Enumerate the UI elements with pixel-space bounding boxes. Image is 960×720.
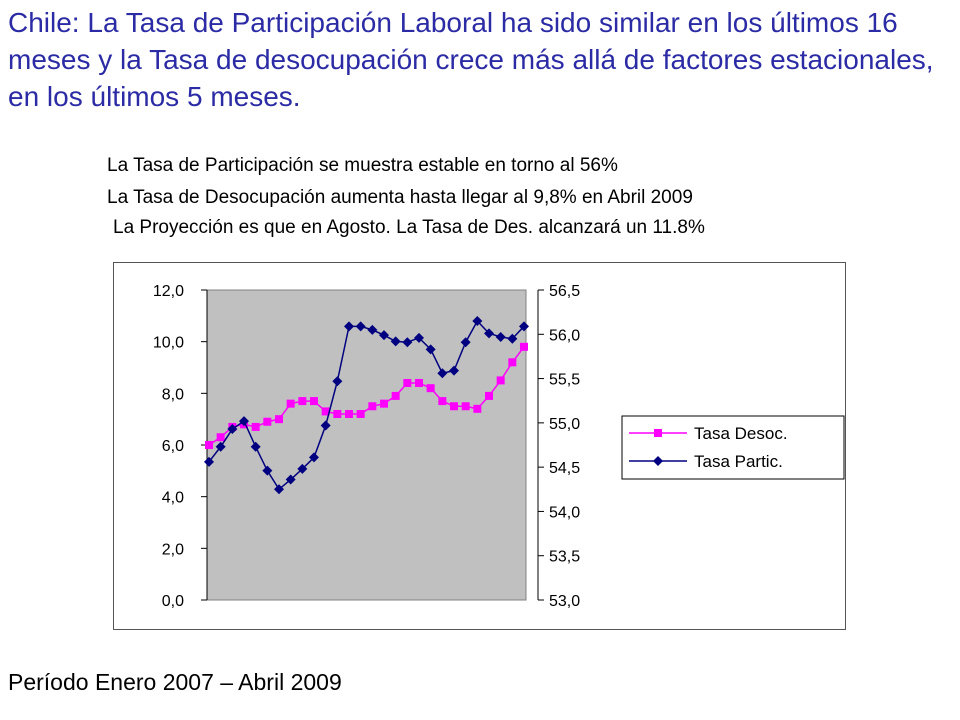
legend-marker-0 [654,429,662,437]
series-0-point [391,391,400,400]
series-0-point [380,399,388,408]
bullet-projection: La Proyección es que en Agosto. La Tasa … [113,217,705,238]
series-0-point [298,397,307,406]
series-1-point [204,456,214,467]
series-1-point [332,376,343,387]
series-1-point [274,484,284,495]
series-1-point [402,337,413,348]
series-0-point [310,397,318,406]
series-0-point [496,376,505,385]
left-tick-label: 12,0 [153,283,184,300]
series-0-point [473,404,482,413]
legend-box [621,415,845,480]
left-tick-label: 2,0 [162,541,184,558]
series-line-1 [208,319,525,491]
series-1-point [285,474,296,485]
right-tick-label: 55,5 [549,372,580,389]
plot-area [206,289,527,601]
series-0-point [368,402,377,411]
series-1-point [367,324,378,335]
headline: Chile: La Tasa de Participación Laboral … [8,7,934,112]
left-tick-label: 0,0 [162,593,184,610]
left-tick-label: 10,0 [153,335,184,352]
series-1-point [437,368,448,379]
left-tick-label: 6,0 [162,438,184,455]
series-1-point [215,441,226,452]
series-1-point [519,321,529,332]
left-tick-label: 8,0 [162,386,184,403]
period-footer: Período Enero 2007 – Abril 2009 [8,669,342,695]
series-1-point [414,332,424,343]
series-1-point [449,365,459,376]
series-1-point [507,333,518,344]
series-1-point [262,465,273,476]
series-1-point [495,331,506,342]
right-tick-label: 53,5 [549,549,580,566]
series-0-point [205,441,213,449]
right-tick-label: 55,0 [549,416,580,433]
series-0-point [333,410,342,418]
chart-frame: 0,0 2,0 4,0 6,0 8,0 10,0 12,0 53,0 53,5 54,0 54,5 5… [113,262,846,630]
series-0-point [415,379,423,387]
series-0-point [403,379,412,387]
series-0-point [356,410,365,418]
series-1-point [355,321,366,332]
series-1-point [320,420,331,431]
series-0-point [321,407,330,416]
series-0-point [520,342,528,351]
series-0-point [426,384,435,393]
series-0-point [275,415,283,424]
series-0-point [438,397,447,406]
series-0-point [216,433,225,442]
series-1-point [425,344,436,355]
series-0-point [286,399,295,408]
series-0-point [485,391,493,400]
series-1-point [239,416,249,427]
left-tick-label: 4,0 [162,490,184,507]
series-1-point [390,336,401,347]
series-0-point [450,402,458,411]
bullet-unemployment: La Tasa de Desocupación aumenta hasta ll… [107,187,693,208]
series-0-point [263,417,272,426]
series-1-point [250,441,261,452]
right-tick-label: 56,5 [549,283,580,300]
right-tick-label: 53,0 [549,593,580,610]
series-0-point [251,422,260,431]
series-1-point [460,337,471,348]
series-0-point [461,402,470,411]
dual-axis-line-chart: 0,0 2,0 4,0 6,0 8,0 10,0 12,0 53,0 53,5 54,0 54,5 5… [153,283,845,610]
series-1-point [227,424,238,435]
right-tick-label: 54,5 [549,460,580,477]
series-1-point [484,328,494,339]
series-1-point [472,316,483,326]
series-1-point [297,463,308,474]
series-line-0 [208,346,525,446]
legend-label-0: Tasa Desoc. [694,424,788,443]
series-0-point [345,410,353,418]
series-0-point [508,358,517,367]
series-1-point [344,321,354,332]
bullet-participation: La Tasa de Participación se muestra esta… [107,155,618,176]
right-tick-label: 56,0 [549,327,580,344]
series-1-point [379,330,389,341]
legend-label-1: Tasa Partic. [694,452,783,471]
right-tick-label: 54,0 [549,504,580,521]
legend-marker-1 [653,456,663,466]
series-1-point [309,452,319,463]
